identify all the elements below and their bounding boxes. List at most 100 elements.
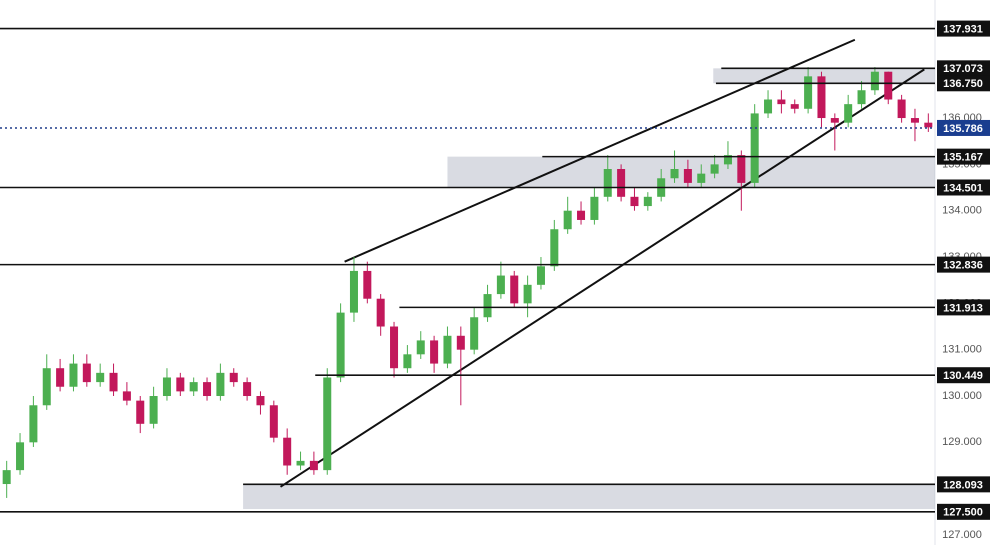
y-tick-label: 129.000 [942,436,982,448]
level-label: 135.786 [943,123,983,135]
candle-body [603,169,612,197]
candle-body [483,294,492,318]
candle-body [536,266,545,285]
level-label-box [937,148,990,165]
candle-body [122,391,131,401]
candle-body [269,405,278,438]
candle-body [430,340,439,364]
level-label-box [937,119,990,136]
candle-body [697,173,706,183]
level-label-box [937,503,990,520]
level-label: 128.093 [943,479,983,491]
candle-body [683,169,692,183]
candle-body [149,396,158,424]
candle-body [857,90,866,105]
level-label-box [937,299,990,316]
candle-body [216,372,225,397]
candle-body [670,169,679,179]
candle-body [283,437,292,466]
candle-body [737,155,746,183]
zone [243,484,936,510]
candle-body [790,104,799,109]
candle-body [42,368,51,406]
candle-body [336,312,345,378]
candle-body [363,270,372,299]
candle-body [496,275,505,295]
candle-body [403,354,412,369]
level-label-box [937,476,990,493]
candle-body [577,210,586,220]
candle-body [817,76,826,119]
candle-body [96,372,105,383]
candle-body [203,382,212,397]
level-label: 135.167 [943,152,983,164]
level-label: 137.073 [943,63,983,75]
candle-body [69,363,78,387]
level-label-box [937,367,990,384]
candle-body [590,196,599,220]
y-tick-label: 134.000 [942,205,982,217]
candle-body [296,460,305,466]
candle-body [750,113,759,183]
candle-body [830,118,839,123]
level-label: 136.750 [943,78,983,90]
candle-body [243,382,252,397]
candle-body [109,372,118,392]
candle-body [189,382,198,392]
candle-body [176,377,185,392]
candle-body [710,164,719,174]
candle-body [2,470,11,485]
trend-line [344,38,856,263]
candle-body [16,442,25,471]
candle-body [563,210,572,230]
level-label-box [937,256,990,273]
candle-body [162,377,171,397]
level-label: 131.913 [943,302,983,314]
candle-body [416,340,425,355]
candle-body [443,335,452,364]
level-label-box [937,179,990,196]
level-label: 127.500 [943,507,983,519]
level-label: 130.449 [943,370,983,382]
candle-body [376,298,385,327]
candle-body [510,275,519,304]
zone [713,68,935,84]
candle-body [349,270,358,313]
candle-body [617,169,626,197]
candle-body [844,104,853,123]
candle-body [136,400,145,424]
candle-body [924,122,933,128]
candle-body [630,196,639,207]
candle-body [884,71,893,100]
candle-body [777,99,786,105]
candle-body [323,377,332,471]
candle-body [390,326,399,369]
candle-body [82,363,91,383]
level-label-box [937,60,990,77]
candle-body [56,368,65,387]
level-label: 132.836 [943,260,983,272]
y-tick-label: 131.000 [942,344,982,356]
candle-body [804,76,813,109]
candle-body [29,405,38,443]
candle-body [764,99,773,114]
candle-body [523,284,532,304]
level-label: 134.501 [943,182,983,194]
candle-body [910,118,919,123]
candle-body [643,196,652,207]
trend-line [279,68,925,488]
candle-body [870,71,879,91]
level-label: 137.931 [943,23,983,35]
level-label-box [937,75,990,92]
candle-body [723,155,732,165]
candle-body [550,229,559,267]
candle-body [256,396,265,406]
y-tick-label: 130.000 [942,390,982,402]
candle-body [229,372,238,383]
candle-body [897,99,906,119]
candle-body [470,317,479,350]
y-tick-label: 127.000 [942,529,982,541]
candle-body [456,335,465,350]
level-label-box [937,20,990,37]
